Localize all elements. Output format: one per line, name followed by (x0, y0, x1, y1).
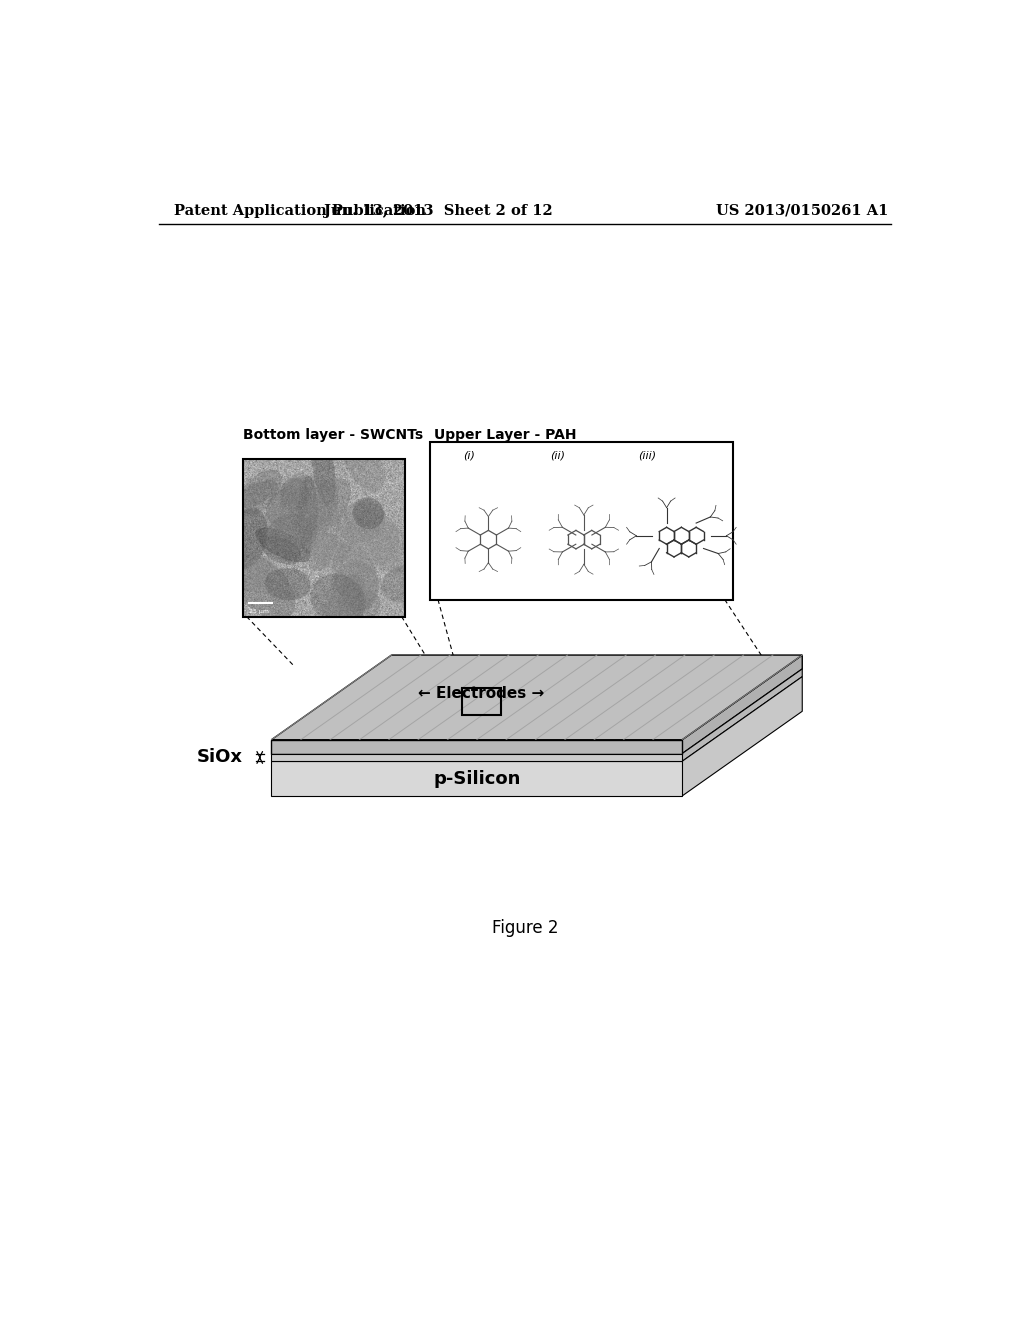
Text: 25 µm: 25 µm (249, 609, 269, 614)
Text: Jun. 13, 2013  Sheet 2 of 12: Jun. 13, 2013 Sheet 2 of 12 (324, 203, 552, 218)
Text: p-Silicon: p-Silicon (433, 770, 520, 788)
Text: US 2013/0150261 A1: US 2013/0150261 A1 (716, 203, 889, 218)
Polygon shape (271, 754, 682, 762)
Polygon shape (271, 655, 802, 739)
Polygon shape (271, 739, 682, 754)
Polygon shape (682, 677, 802, 796)
Polygon shape (271, 762, 682, 796)
Bar (430, 442, 732, 599)
Polygon shape (682, 669, 802, 762)
Polygon shape (682, 655, 802, 754)
Text: Upper Layer - PAH: Upper Layer - PAH (434, 428, 577, 442)
Text: (i): (i) (463, 450, 475, 461)
Text: (iii): (iii) (638, 450, 656, 461)
Text: Patent Application Publication: Patent Application Publication (174, 203, 427, 218)
Text: (ii): (ii) (550, 450, 565, 461)
Text: SiOx: SiOx (197, 748, 243, 767)
Text: ← Electrodes →: ← Electrodes → (418, 685, 545, 701)
Text: Bottom layer - SWCNTs: Bottom layer - SWCNTs (243, 428, 423, 442)
Bar (243, 459, 406, 616)
Bar (462, 688, 501, 715)
Text: Figure 2: Figure 2 (492, 920, 558, 937)
